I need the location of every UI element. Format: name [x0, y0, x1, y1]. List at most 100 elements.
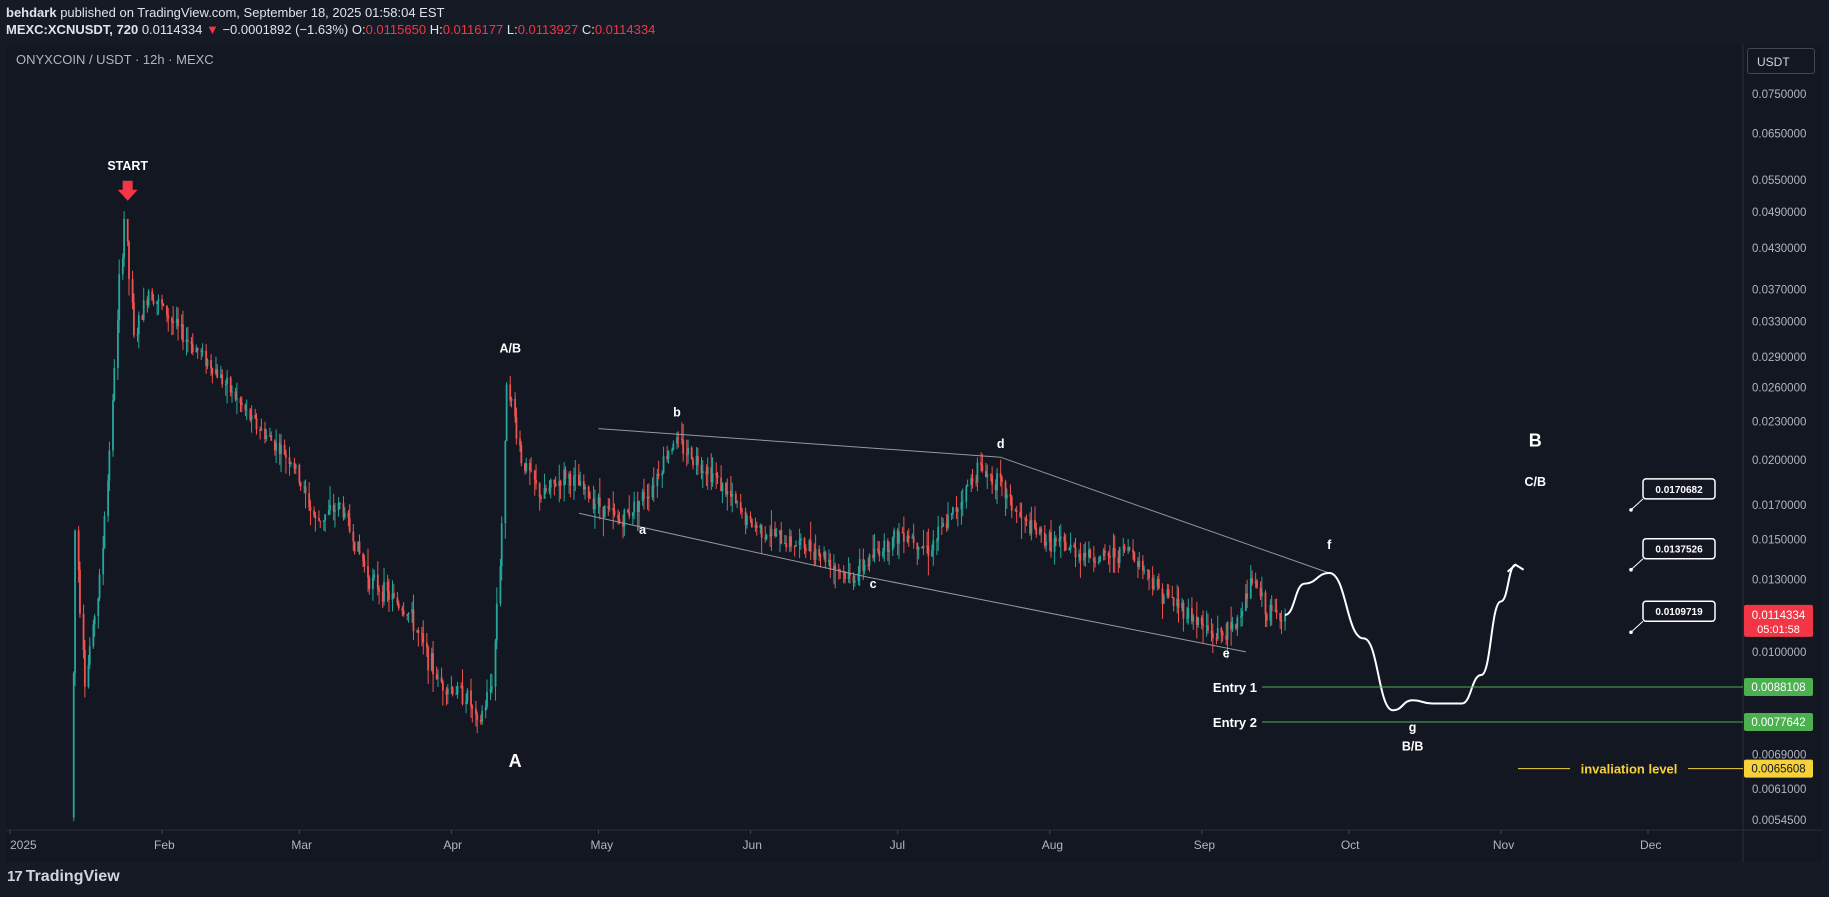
candle-body — [1162, 595, 1165, 604]
candle-body — [514, 398, 517, 417]
currency-button[interactable]: USDT — [1747, 48, 1815, 74]
candle-body — [783, 543, 786, 545]
tradingview-logo[interactable]: 17 TradingView — [7, 868, 120, 886]
candle-body — [1025, 518, 1028, 522]
candle-body — [1005, 494, 1008, 499]
candle-body — [278, 442, 281, 454]
target-dot — [1629, 508, 1633, 512]
candle-body — [386, 581, 389, 592]
candle-body — [422, 634, 425, 643]
candle-body — [628, 512, 631, 517]
author-name[interactable]: behdark — [6, 5, 57, 20]
down-arrow-icon: ▼ — [205, 22, 219, 37]
candle-body — [643, 491, 645, 499]
candle-body — [460, 686, 463, 688]
candle-body — [319, 520, 322, 522]
candle-body — [945, 522, 948, 528]
candle-body — [142, 300, 145, 320]
candle-body — [922, 545, 925, 548]
candle-body — [180, 324, 183, 327]
candle-body — [157, 299, 160, 302]
candle-body — [1128, 547, 1131, 550]
candle-body — [260, 428, 263, 431]
candle-body — [677, 437, 680, 439]
candle-body — [175, 319, 178, 324]
candle-body — [819, 555, 822, 557]
candle-body — [921, 547, 924, 549]
target-box — [1642, 537, 1716, 560]
candle-body — [1034, 520, 1036, 529]
candle-body — [976, 462, 979, 483]
candle-body — [540, 497, 542, 499]
candle-body — [1079, 553, 1082, 561]
candle-body — [283, 444, 286, 455]
candle-body — [254, 415, 257, 418]
candle-body — [1004, 481, 1007, 499]
candle-body — [461, 686, 464, 705]
candle-body — [1097, 561, 1100, 563]
candle-body — [235, 398, 238, 400]
candle-body — [206, 360, 209, 366]
candle-body — [533, 470, 536, 480]
candle-body — [358, 541, 361, 554]
candle-body — [705, 471, 708, 475]
candle-body — [112, 400, 114, 451]
candle-body — [965, 486, 968, 502]
y-tick-label: 0.0330000 — [1752, 316, 1806, 328]
candle-body — [680, 438, 683, 441]
candle-body — [1137, 561, 1139, 567]
candle-body — [1053, 537, 1056, 552]
candle-body — [1133, 552, 1136, 562]
candle-body — [1156, 578, 1159, 587]
candle-body — [1141, 560, 1144, 571]
candle-body — [250, 415, 253, 420]
candle-body — [682, 440, 685, 454]
candle-body — [249, 409, 252, 420]
candle-body — [603, 506, 606, 518]
candle-body — [221, 374, 224, 385]
candle-body — [844, 572, 846, 579]
y-tick-label: 0.0061000 — [1752, 784, 1806, 796]
candle-body — [1143, 570, 1146, 572]
price-chart[interactable]: 0.0750000 0.0650000 0.0550000 0.0490000 0.04… — [0, 0, 1829, 862]
candle-body — [1220, 627, 1223, 633]
price-axis-tag-value: 0.0088108 — [1751, 682, 1805, 694]
candle-body — [569, 474, 572, 486]
candle-body — [633, 501, 636, 513]
candle-body — [853, 580, 856, 583]
candle-body — [1059, 536, 1062, 539]
candle-body — [1259, 587, 1262, 597]
candle-body — [1216, 627, 1219, 640]
candle-body — [808, 540, 811, 552]
candle-body — [1064, 541, 1067, 551]
candle-body — [961, 501, 964, 503]
candle-body — [362, 553, 365, 562]
candle-body — [1256, 580, 1258, 588]
candle-body — [219, 374, 222, 378]
candle-body — [744, 511, 747, 526]
candle-body — [1230, 621, 1233, 630]
tradingview-logo-text: TradingView — [25, 868, 120, 885]
candles — [72, 211, 1286, 822]
candle-body — [754, 525, 757, 528]
candle-body — [1171, 596, 1174, 598]
candle-body — [1148, 570, 1150, 579]
candle-body — [412, 609, 415, 632]
candle-body — [88, 646, 91, 665]
candle-body — [107, 480, 109, 517]
candle-body — [224, 384, 227, 386]
candle-body — [906, 535, 909, 542]
candle-body — [1043, 532, 1046, 546]
candle-body — [1176, 598, 1179, 606]
x-tick-label: Feb — [154, 838, 175, 852]
candle-body — [927, 545, 930, 557]
low-label: L: — [506, 22, 518, 37]
candle-body — [652, 485, 655, 487]
candle-body — [402, 610, 405, 615]
candle-body — [1264, 592, 1267, 615]
candle-body — [373, 574, 376, 578]
candle-body — [280, 444, 282, 454]
candle-body — [1102, 550, 1105, 556]
candle-body — [597, 497, 600, 505]
candle-body — [334, 510, 336, 512]
